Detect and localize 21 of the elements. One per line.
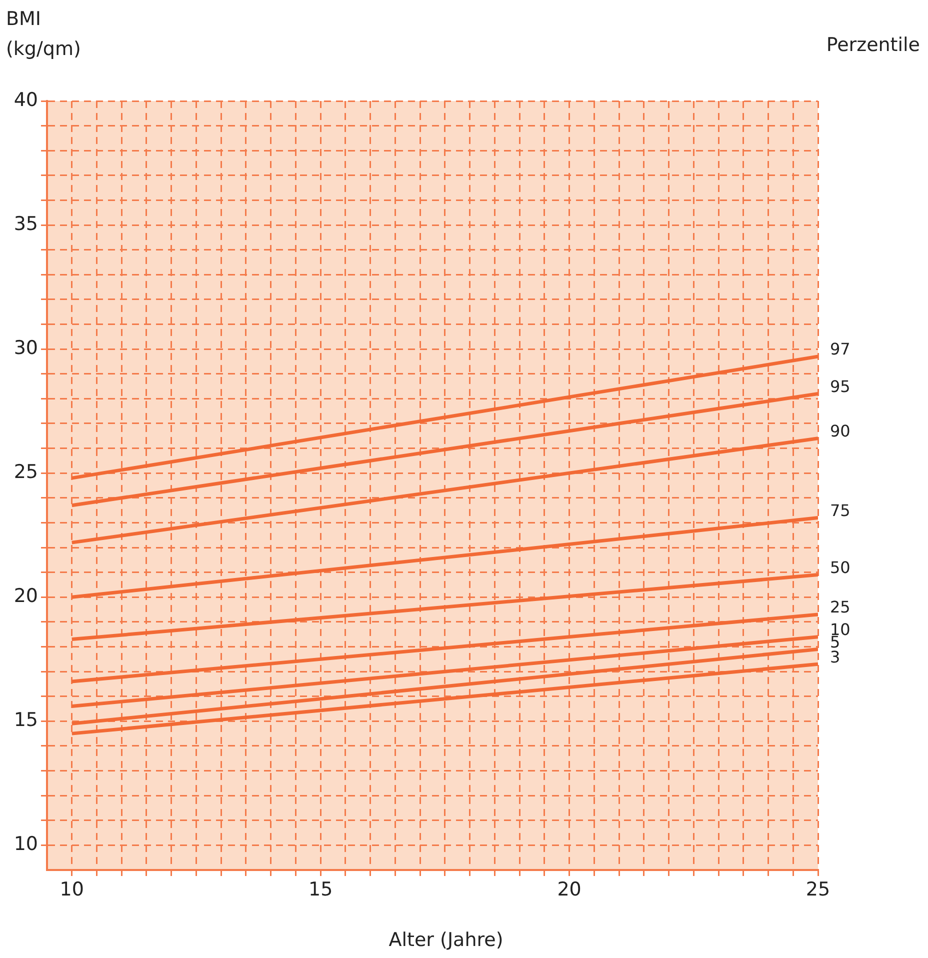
y-tick-label: 30 bbox=[14, 337, 38, 359]
x-tick-label: 15 bbox=[308, 878, 333, 900]
y-tick-label: 40 bbox=[14, 88, 38, 111]
series-label: 95 bbox=[830, 376, 850, 396]
series-label: 97 bbox=[830, 340, 850, 359]
x-tick-label: 10 bbox=[60, 878, 84, 900]
y-tick-label: 35 bbox=[14, 212, 38, 235]
y-tick-label: 25 bbox=[14, 461, 38, 484]
series-label: 3 bbox=[830, 647, 840, 666]
y-tick-label: 15 bbox=[14, 709, 38, 732]
y-axis-title: BMI (kg/qm) bbox=[6, 7, 82, 62]
series-label: 75 bbox=[830, 500, 850, 520]
x-axis-title: Alter (Jahre) bbox=[388, 928, 504, 953]
x-tick-label: 25 bbox=[806, 878, 830, 900]
y-tick-label: 20 bbox=[14, 585, 38, 608]
series-label: 25 bbox=[830, 598, 850, 617]
legend-title: Perzentile bbox=[826, 33, 920, 58]
x-tick-label: 20 bbox=[557, 878, 582, 900]
series-label: 90 bbox=[830, 422, 850, 441]
series-label: 50 bbox=[830, 558, 850, 577]
y-tick-label: 10 bbox=[14, 833, 38, 856]
